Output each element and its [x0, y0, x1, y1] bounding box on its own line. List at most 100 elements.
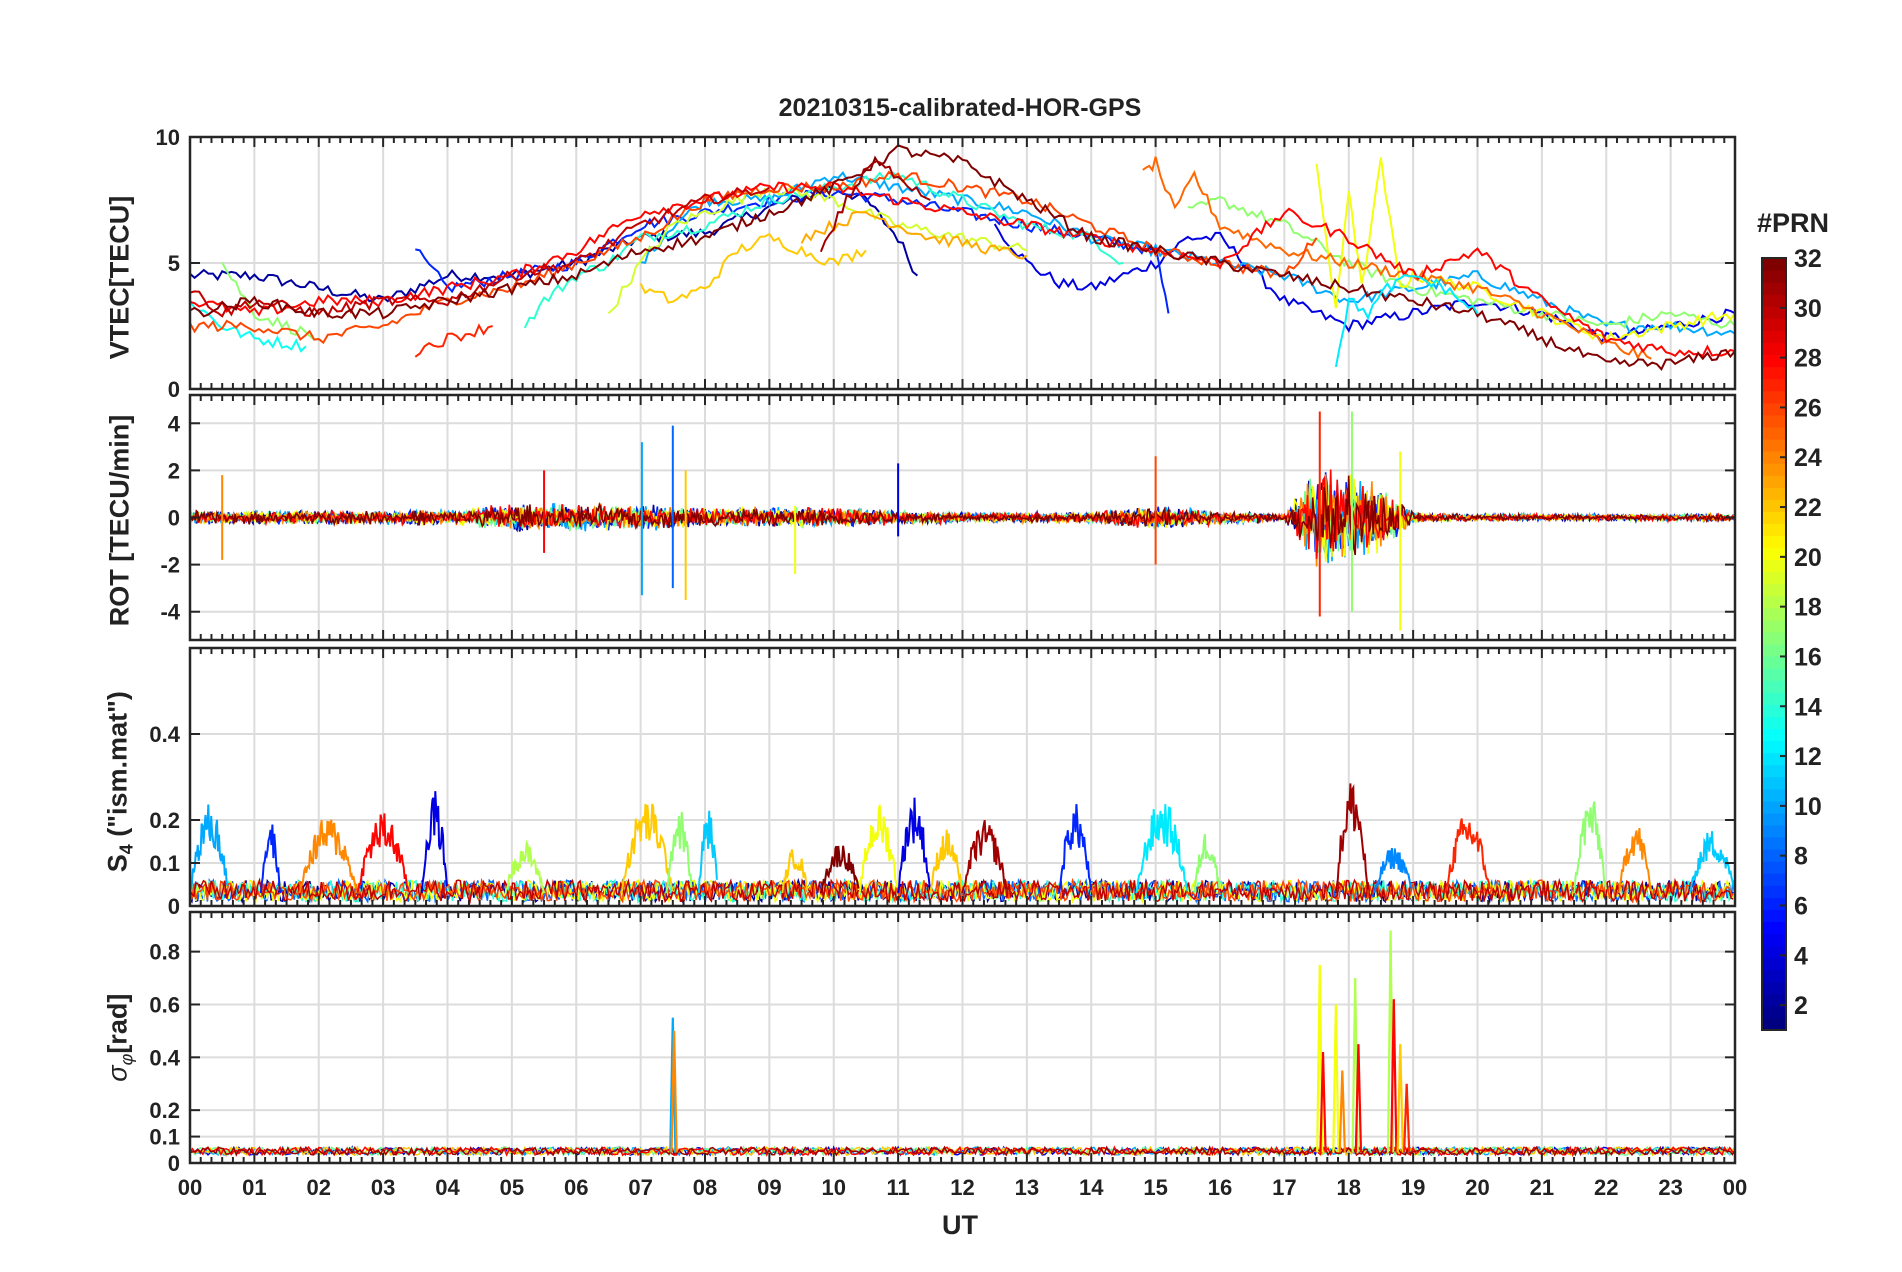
colorbar-swatch [1762, 583, 1786, 597]
s4-bump [259, 824, 282, 894]
s4-bump [620, 803, 674, 894]
colorbar-swatch [1762, 981, 1786, 995]
y-tick-label: -4 [160, 600, 180, 625]
colorbar-tick-label: 20 [1794, 544, 1822, 572]
x-tick-label: 20 [1465, 1175, 1489, 1200]
x-tick-label: 00 [178, 1175, 202, 1200]
rot-series-line [190, 475, 1735, 556]
s4-bump [961, 820, 1008, 894]
panel-data-s4 [190, 783, 1735, 905]
s4-bump [858, 804, 899, 894]
y-tick-label: 0.1 [149, 1125, 180, 1150]
colorbar-tick-label: 2 [1794, 992, 1808, 1020]
colorbar-swatch [1762, 607, 1786, 621]
x-tick-label: 12 [950, 1175, 974, 1200]
sigma-spike [1319, 1052, 1327, 1153]
colorbar-swatch [1762, 909, 1786, 923]
colorbar-swatch [1762, 438, 1786, 452]
colorbar-tick-label: 10 [1794, 793, 1822, 821]
colorbar-swatch [1762, 716, 1786, 730]
colorbar-swatch [1762, 487, 1786, 500]
colorbar-swatch [1762, 776, 1786, 790]
x-tick-label: 11 [886, 1175, 909, 1200]
sigma-spike [670, 1030, 678, 1153]
colorbar-swatch [1762, 849, 1786, 862]
vtec-series-line [1142, 156, 1652, 360]
sigma-spike [1390, 999, 1398, 1153]
vtec-series-line [640, 171, 1735, 337]
colorbar-tick-label: 12 [1794, 743, 1822, 771]
s4-bump [356, 813, 410, 894]
panel-rot: -4 -2 0 2 4 [160, 393, 1737, 642]
x-tick-label: 13 [1015, 1175, 1039, 1200]
x-tick-label: 00 [1723, 1175, 1747, 1200]
colorbar-swatch [1762, 499, 1786, 512]
sigma-ylabel-rest: [rad] [102, 993, 133, 1054]
y-tick-label: 0.1 [149, 851, 180, 876]
colorbar-tick-label: 4 [1794, 942, 1808, 970]
y-tick-label: 0.2 [149, 1098, 180, 1123]
panel-sigma_phi: 00.10.2 0.4 0.6 0.8 [149, 910, 1737, 1176]
x-tick-label: 16 [1208, 1175, 1232, 1200]
colorbar-swatch [1762, 885, 1786, 898]
sigma-ylabel-main: σ [102, 1065, 133, 1082]
y-tick-label: 0.4 [149, 722, 180, 747]
colorbar-swatch [1762, 559, 1786, 573]
x-tick-label: 05 [500, 1175, 524, 1200]
colorbar-swatch [1762, 402, 1786, 416]
x-tick-label: 18 [1337, 1175, 1361, 1200]
colorbar-swatch [1762, 788, 1786, 802]
colorbar-swatch [1762, 306, 1786, 319]
x-tick-label: 09 [757, 1175, 781, 1200]
vtec-series-line [523, 171, 1124, 329]
colorbar-swatch [1762, 837, 1786, 850]
panel-s4: 0 0.1 0.2 0.4 [149, 646, 1737, 919]
x-tick-label: 06 [564, 1175, 588, 1200]
colorbar-swatch [1762, 1017, 1786, 1031]
colorbar-swatch [1762, 571, 1786, 585]
s4-bump [819, 845, 860, 894]
vtec-series-line [1334, 274, 1479, 368]
s4-bump [697, 810, 718, 894]
vtec-series-line [414, 323, 493, 358]
colorbar-swatch [1762, 957, 1786, 971]
colorbar-swatch [1762, 318, 1786, 331]
s4-bump [1058, 804, 1092, 894]
colorbar-swatch [1762, 342, 1786, 356]
colorbar-swatch [1762, 692, 1786, 705]
y-tick-label: -2 [160, 553, 180, 578]
s4-bump [929, 829, 964, 894]
vtec-series-line [190, 170, 1318, 345]
colorbar-swatch [1762, 414, 1786, 428]
x-tick-label: 17 [1272, 1175, 1296, 1200]
s4-ylabel-rest: ("ism.mat") [102, 691, 133, 845]
s4-ylabel-main: S [102, 854, 133, 873]
vtec-series-line [607, 185, 1028, 315]
colorbar-swatch [1762, 897, 1786, 910]
y-tick-label: 5 [168, 251, 180, 276]
colorbar-swatch [1762, 535, 1786, 549]
y-tick-label: 2 [168, 458, 180, 483]
x-tick-label: 08 [693, 1175, 717, 1200]
colorbar-swatch [1762, 270, 1786, 283]
vtec-series-line [190, 185, 919, 303]
colorbar-swatch [1762, 631, 1786, 645]
x-tick-label: 14 [1079, 1175, 1104, 1200]
panel-data-vtec [190, 144, 1735, 371]
colorbar-swatch [1762, 282, 1786, 295]
x-tick-label: 01 [242, 1175, 266, 1200]
colorbar-tick-label: 14 [1794, 693, 1822, 721]
s4-bump [504, 839, 546, 894]
colorbar-swatch [1762, 644, 1786, 657]
y-tick-label: 0.8 [149, 940, 180, 965]
x-tick-label: 04 [435, 1175, 460, 1200]
sigma-spike [1354, 1044, 1363, 1153]
colorbar-swatch [1762, 366, 1786, 380]
x-tick-label: 03 [371, 1175, 395, 1200]
colorbar-swatch [1762, 656, 1786, 669]
colorbar-tick-label: 6 [1794, 892, 1808, 920]
y-tick-label: 0 [168, 506, 180, 531]
colorbar-tick-label: 30 [1794, 295, 1822, 323]
y-tick-label: 0.4 [149, 1045, 180, 1070]
